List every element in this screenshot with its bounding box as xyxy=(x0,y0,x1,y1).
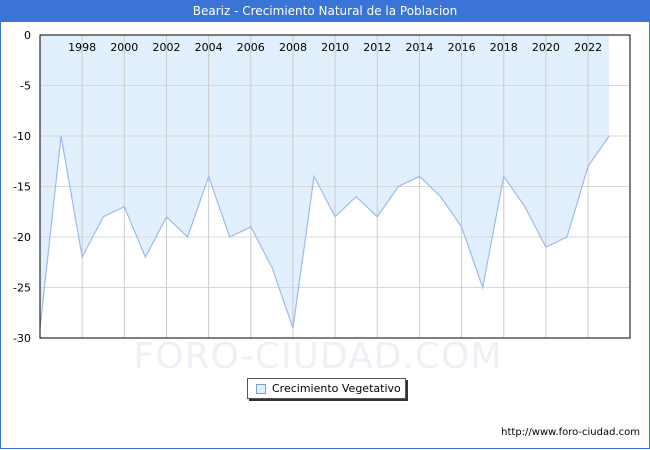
svg-text:-30: -30 xyxy=(13,332,31,345)
svg-text:2014: 2014 xyxy=(405,41,433,54)
svg-text:-20: -20 xyxy=(13,231,31,244)
y-axis-ticks: 0 -5 -10 -15 -20 -25 -30 xyxy=(13,29,31,345)
svg-text:-15: -15 xyxy=(13,181,31,194)
legend-label: Crecimiento Vegetativo xyxy=(272,382,401,395)
svg-text:2006: 2006 xyxy=(237,41,265,54)
svg-text:0: 0 xyxy=(24,29,31,42)
svg-text:2000: 2000 xyxy=(110,41,138,54)
legend-swatch xyxy=(256,384,266,394)
svg-text:2020: 2020 xyxy=(532,41,560,54)
chart-title: Beariz - Crecimiento Natural de la Pobla… xyxy=(0,0,650,22)
svg-text:2016: 2016 xyxy=(448,41,476,54)
legend: Crecimiento Vegetativo xyxy=(247,378,406,399)
svg-text:2018: 2018 xyxy=(490,41,518,54)
svg-text:-10: -10 xyxy=(13,130,31,143)
watermark: FORO-CIUDAD.COM xyxy=(134,336,503,377)
svg-text:2010: 2010 xyxy=(321,41,349,54)
svg-text:2002: 2002 xyxy=(152,41,180,54)
svg-text:2008: 2008 xyxy=(279,41,307,54)
line-series xyxy=(39,135,610,329)
grid-lines xyxy=(40,35,630,338)
source-url[interactable]: http://www.foro-ciudad.com xyxy=(501,427,640,438)
area-series xyxy=(40,35,610,328)
svg-text:2012: 2012 xyxy=(363,41,391,54)
svg-text:2004: 2004 xyxy=(195,41,223,54)
svg-text:-5: -5 xyxy=(20,80,31,93)
svg-text:2022: 2022 xyxy=(574,41,602,54)
svg-text:FORO-CIUDAD.COM: FORO-CIUDAD.COM xyxy=(134,336,503,377)
plot-border xyxy=(39,34,631,339)
svg-text:-25: -25 xyxy=(13,282,31,295)
svg-text:1998: 1998 xyxy=(68,41,96,54)
x-axis-ticks: 1998 2000 2002 2004 2006 2008 2010 2012 2014 2016… xyxy=(68,41,602,54)
